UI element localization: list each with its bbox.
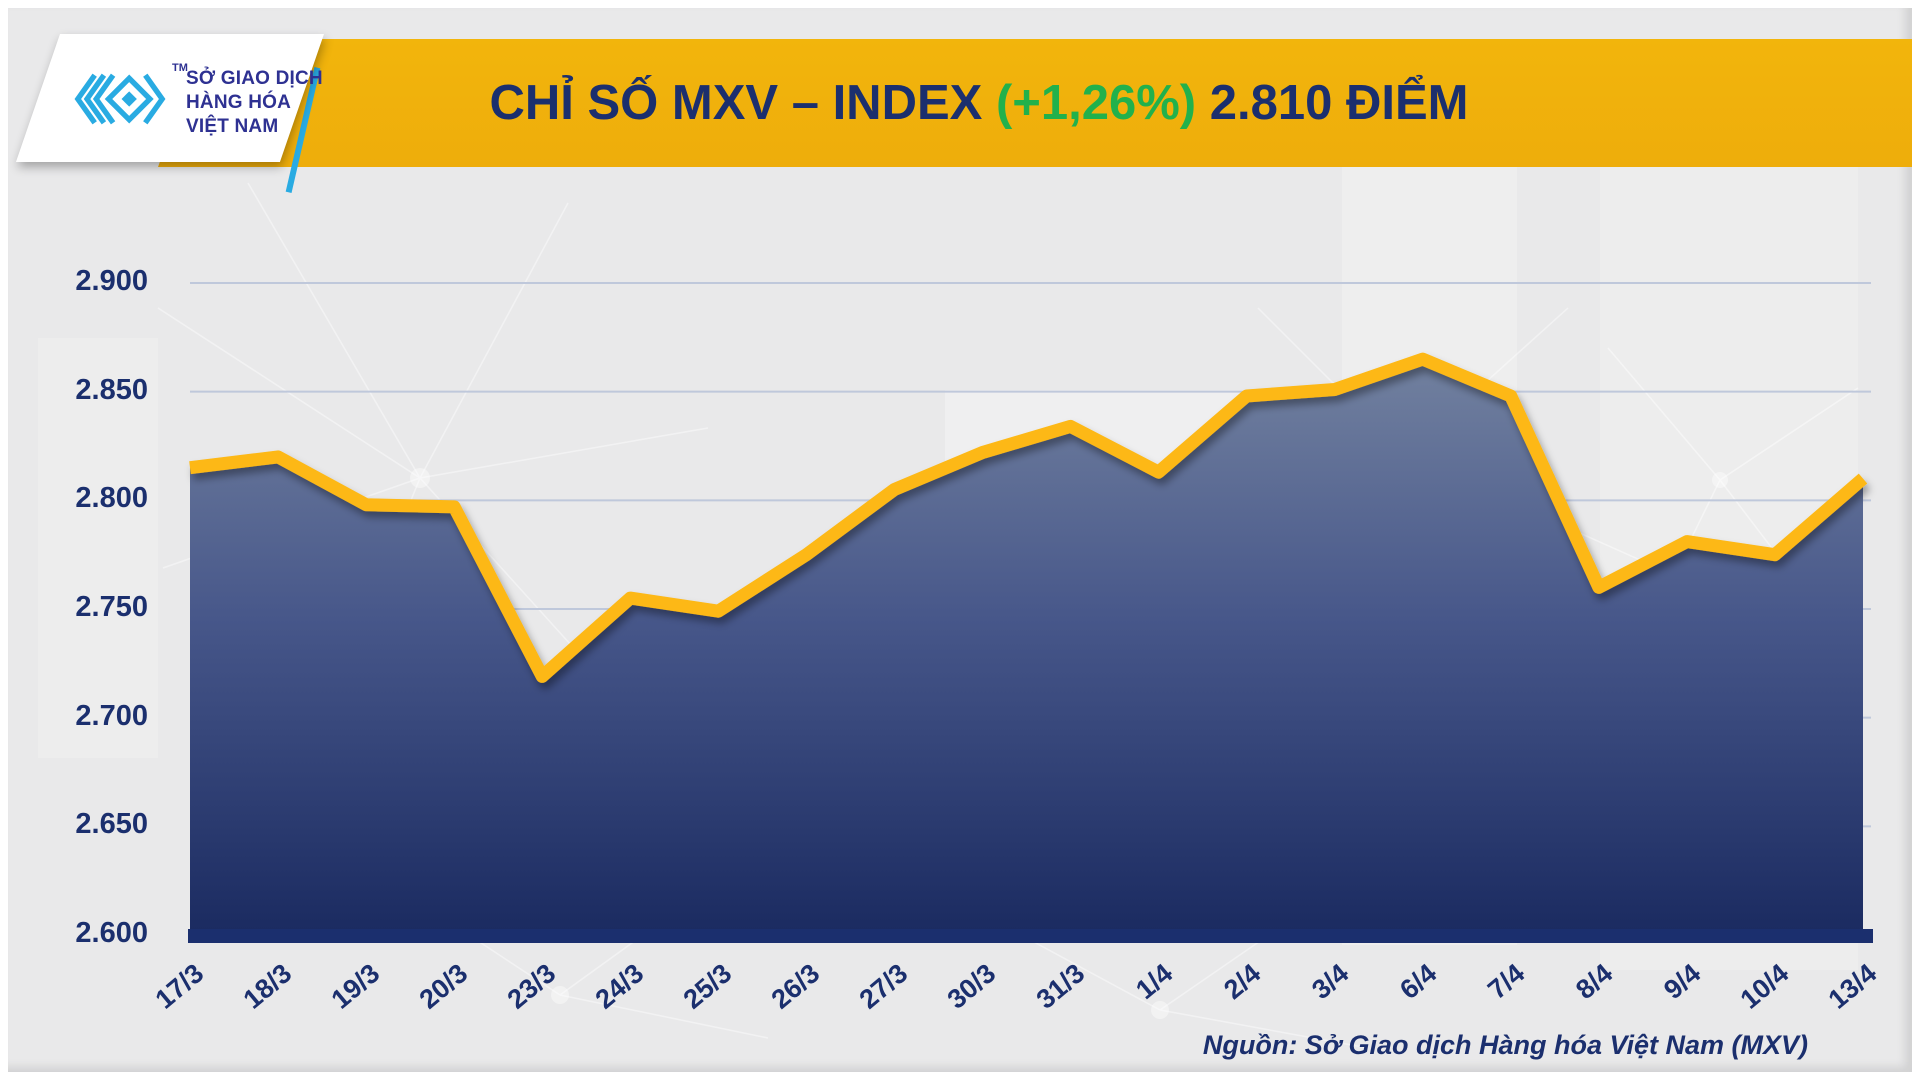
logo-inner: TM SỞ GIAO DỊCH HÀNG HÓA VIỆT NAM <box>60 34 324 162</box>
chart-title: CHỈ SỐ MXV – INDEX (+1,26%) 2.810 ĐIỂM <box>158 39 1912 167</box>
logo-text-line3: VIỆT NAM <box>186 116 279 137</box>
chart-canvas: 2.900 2.850 2.800 2.750 2.700 2.650 2.600 17/3… <box>8 8 1912 1072</box>
mxv-logo-icon <box>74 73 166 125</box>
logo-text-line1: SỞ GIAO DỊCH <box>186 68 323 89</box>
title-banner: CHỈ SỐ MXV – INDEX (+1,26%) 2.810 ĐIỂM <box>158 39 1912 167</box>
logo-plate: TM SỞ GIAO DỊCH HÀNG HÓA VIỆT NAM <box>15 34 325 162</box>
y-tick-label: 2.700 <box>75 699 148 732</box>
y-tick-label: 2.750 <box>75 591 148 623</box>
logo-text: SỞ GIAO DỊCH HÀNG HÓA VIỆT NAM <box>186 67 323 139</box>
y-tick-label: 2.800 <box>75 482 148 515</box>
index-area-chart <box>188 282 1873 943</box>
y-tick-label: 2.600 <box>75 917 148 949</box>
title-points-value: 2.810 ĐIỂM <box>1196 76 1469 130</box>
logo-text-line2: HÀNG HÓA <box>186 92 292 113</box>
title-change-percent: (+1,26%) <box>995 76 1197 130</box>
title-index-name: CHỈ SỐ MXV – INDEX <box>489 76 996 130</box>
area-series <box>188 352 1873 943</box>
y-tick-label: 2.650 <box>75 808 148 841</box>
y-tick-label: 2.850 <box>75 373 148 406</box>
source-note: Nguồn: Sở Giao dịch Hàng hóa Việt Nam (M… <box>1202 1030 1808 1060</box>
y-tick-label: 2.900 <box>75 265 148 297</box>
